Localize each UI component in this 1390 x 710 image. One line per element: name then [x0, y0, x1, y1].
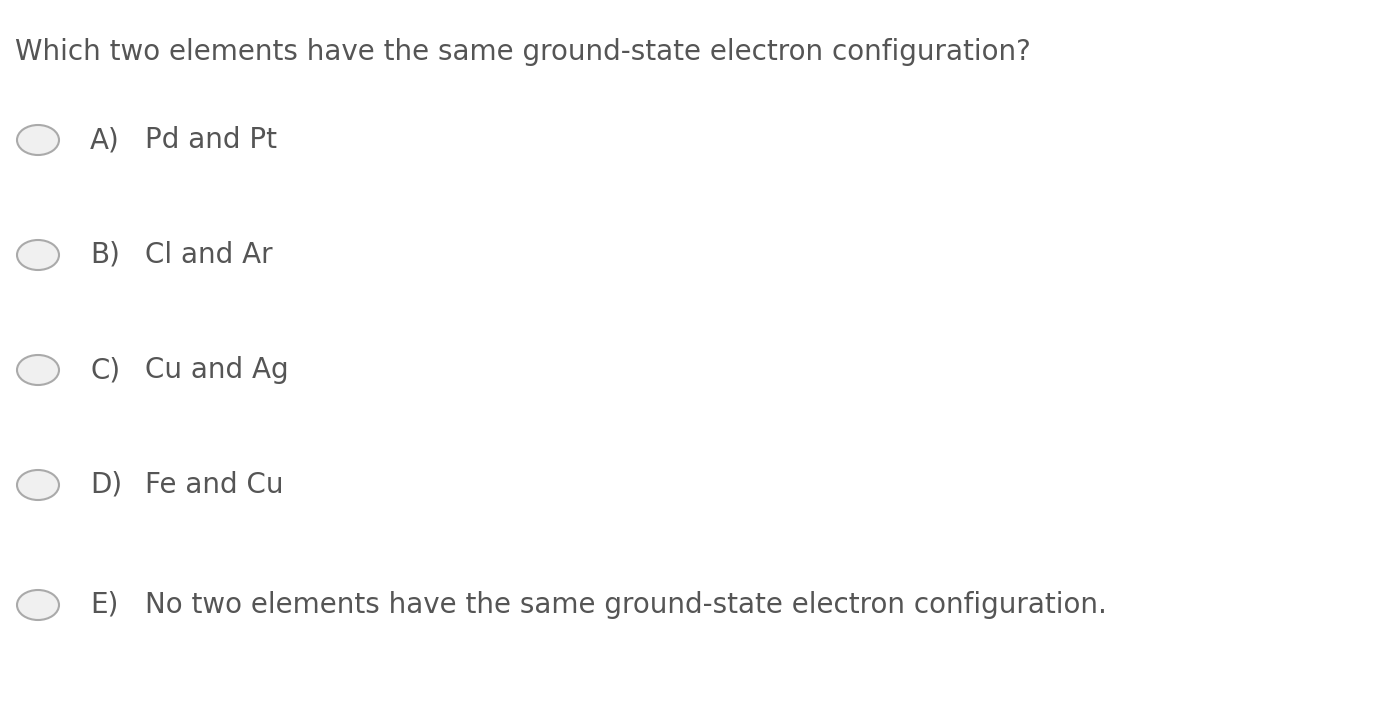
Text: Fe and Cu: Fe and Cu — [145, 471, 284, 499]
Text: Cu and Ag: Cu and Ag — [145, 356, 289, 384]
Text: A): A) — [90, 126, 120, 154]
Text: C): C) — [90, 356, 120, 384]
Ellipse shape — [17, 355, 58, 385]
Text: D): D) — [90, 471, 122, 499]
Text: B): B) — [90, 241, 120, 269]
Text: No two elements have the same ground-state electron configuration.: No two elements have the same ground-sta… — [145, 591, 1106, 619]
Ellipse shape — [17, 125, 58, 155]
Ellipse shape — [17, 470, 58, 500]
Text: Cl and Ar: Cl and Ar — [145, 241, 272, 269]
Ellipse shape — [17, 590, 58, 620]
Text: E): E) — [90, 591, 118, 619]
Text: Pd and Pt: Pd and Pt — [145, 126, 277, 154]
Ellipse shape — [17, 240, 58, 270]
Text: Which two elements have the same ground-state electron configuration?: Which two elements have the same ground-… — [15, 38, 1031, 66]
